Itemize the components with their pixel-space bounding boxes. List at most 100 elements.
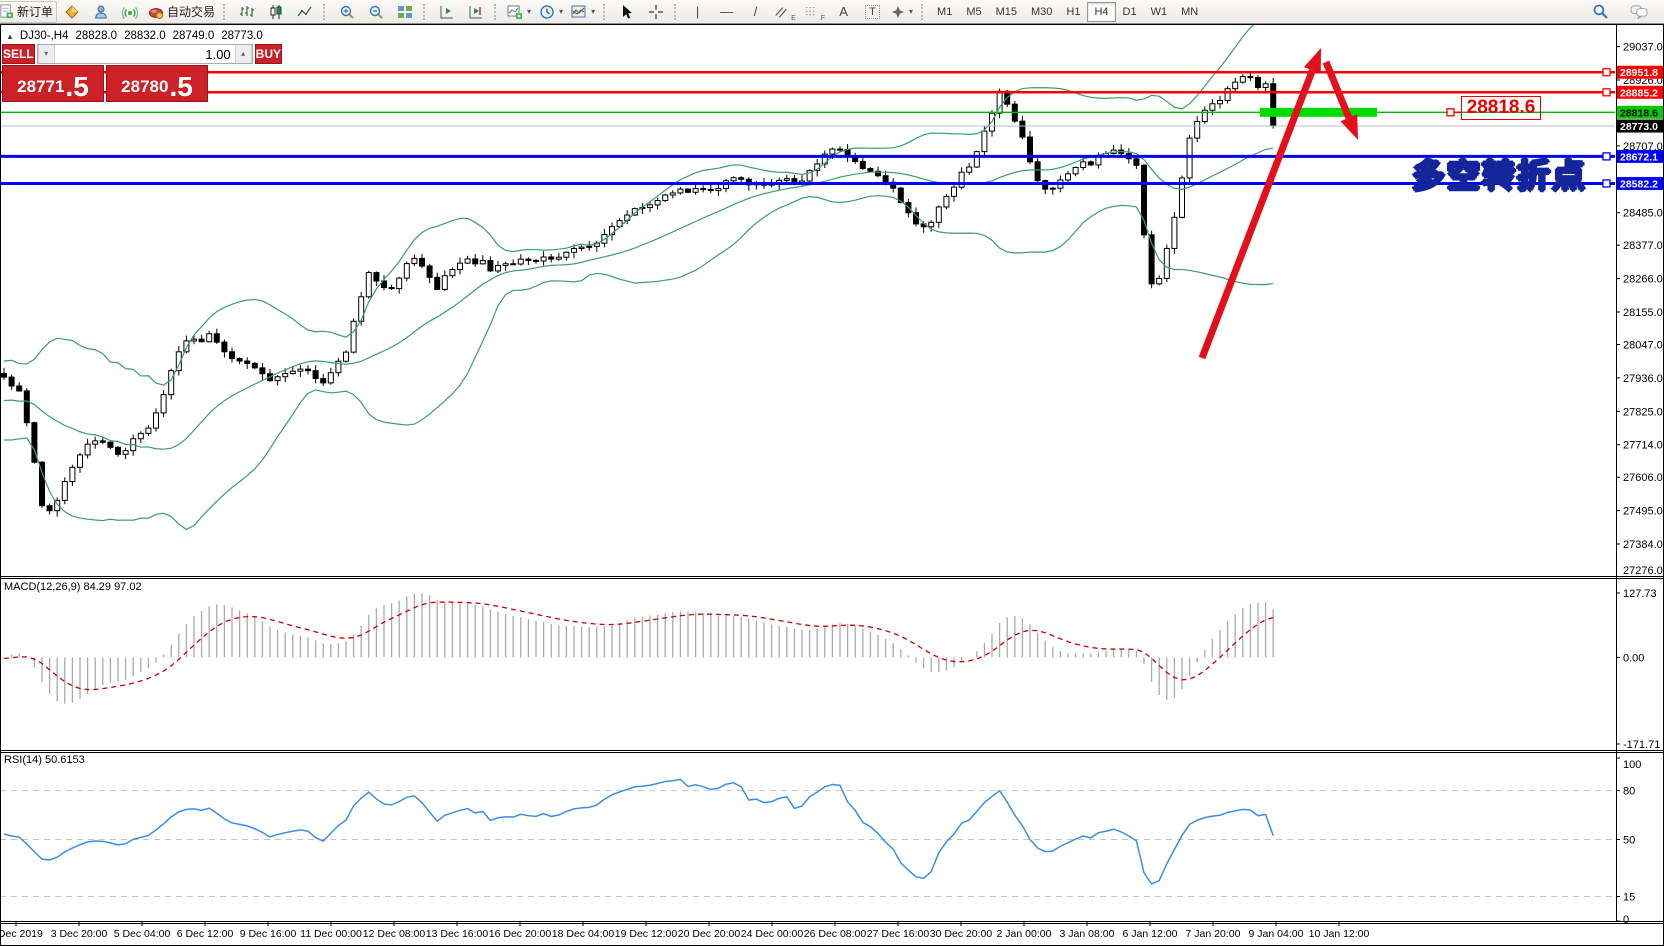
tab-timeframe-m1[interactable]: M1 bbox=[937, 5, 953, 18]
toolbar-grip[interactable] bbox=[494, 3, 500, 20]
new-chart-icon bbox=[507, 5, 523, 19]
svg-text:0: 0 bbox=[1623, 914, 1629, 926]
horizontal-line-icon: — bbox=[720, 4, 734, 19]
support-highlight-bar[interactable] bbox=[1260, 107, 1377, 117]
dropdown-caret: ▾ bbox=[559, 7, 564, 16]
chart-header: ▲ DJ30-,H4 28828.0 28832.0 28749.0 28773… bbox=[6, 30, 263, 42]
bollinger-bands bbox=[3, 25, 1274, 531]
svg-text:0.00: 0.00 bbox=[1623, 652, 1644, 664]
volume-increase-button[interactable]: ▴ bbox=[234, 45, 252, 63]
vertical-line-tool-button[interactable]: | bbox=[683, 1, 712, 23]
toolbar-grip[interactable] bbox=[423, 3, 429, 20]
arrows-tool-button[interactable]: ▾ bbox=[887, 1, 917, 23]
buy-price[interactable]: 28780.5 bbox=[106, 65, 208, 102]
candlestick-chart-button[interactable] bbox=[261, 1, 290, 23]
chart-shift-icon bbox=[440, 5, 453, 18]
tab-timeframe-mn[interactable]: MN bbox=[1181, 5, 1199, 18]
svg-text:28582.2: 28582.2 bbox=[1620, 178, 1658, 190]
svg-text:127.73: 127.73 bbox=[1623, 588, 1657, 600]
collapse-icon[interactable]: ▲ bbox=[6, 31, 14, 41]
toolbar-grip[interactable] bbox=[603, 3, 609, 20]
line-chart-button[interactable] bbox=[290, 1, 319, 23]
svg-text:27384.0: 27384.0 bbox=[1623, 539, 1663, 551]
zoom-out-button[interactable] bbox=[361, 1, 390, 23]
sell-button[interactable]: SELL bbox=[2, 44, 35, 64]
time-axis[interactable]: 2 Dec 2019 3 Dec 20:00 5 Dec 04:00 6 Dec 12… bbox=[0, 922, 1370, 940]
price-axis[interactable]: 29037.028926.028707.028485.028377.028266… bbox=[1616, 42, 1663, 926]
indicators-button[interactable] bbox=[57, 1, 86, 23]
new-order-icon bbox=[0, 4, 14, 19]
svg-text:20 Dec 20:00: 20 Dec 20:00 bbox=[678, 928, 741, 940]
svg-text:2 Jan 00:00: 2 Jan 00:00 bbox=[997, 928, 1052, 940]
bar-chart-button[interactable] bbox=[232, 1, 261, 23]
macd-label: MACD(12,26,9) bbox=[4, 581, 81, 593]
text-label-tool-button[interactable]: T bbox=[858, 1, 887, 23]
market-watch-button[interactable] bbox=[86, 1, 115, 23]
buy-button[interactable]: BUY bbox=[254, 44, 283, 64]
auto-scroll-button[interactable] bbox=[461, 1, 490, 23]
volume-input[interactable] bbox=[54, 45, 235, 63]
chat-button[interactable] bbox=[1625, 1, 1654, 23]
user-icon bbox=[94, 5, 107, 18]
channel-tool-button[interactable]: E bbox=[770, 1, 800, 23]
templates-button[interactable]: ▾ bbox=[567, 1, 599, 23]
cursor-tool-button[interactable] bbox=[612, 1, 641, 23]
trend-arrows[interactable] bbox=[1198, 48, 1358, 360]
svg-text:6 Jan 12:00: 6 Jan 12:00 bbox=[1123, 928, 1178, 940]
chart-shift-button[interactable] bbox=[432, 1, 461, 23]
sell-price-frac: .5 bbox=[65, 71, 89, 102]
text-tool-button[interactable]: A bbox=[829, 1, 858, 23]
tile-windows-button[interactable] bbox=[390, 1, 419, 23]
svg-text:28672.1: 28672.1 bbox=[1620, 151, 1658, 163]
tab-timeframe-h4[interactable]: H4 bbox=[1087, 1, 1116, 22]
toolbar-grip[interactable] bbox=[223, 3, 229, 20]
svg-text:28377.0: 28377.0 bbox=[1623, 240, 1663, 252]
sell-price[interactable]: 28771.5 bbox=[2, 65, 104, 102]
candles bbox=[1, 71, 1277, 517]
rsi-value: 50.6153 bbox=[44, 754, 85, 766]
svg-text:9 Dec 16:00: 9 Dec 16:00 bbox=[240, 928, 297, 940]
text-label-icon: T bbox=[865, 4, 880, 19]
toolbar-grip[interactable] bbox=[921, 3, 927, 20]
trendline-tool-button[interactable]: / bbox=[741, 1, 770, 23]
crosshair-tool-button[interactable] bbox=[641, 1, 670, 23]
auto-trading-button[interactable]: 自动交易 bbox=[144, 1, 219, 23]
sell-price-main: 28771 bbox=[17, 77, 65, 96]
trade-panel-controls: SELL ▾ ▴ BUY bbox=[2, 44, 283, 64]
toolbar-grip[interactable] bbox=[674, 3, 680, 20]
volume-decrease-button[interactable]: ▾ bbox=[37, 45, 55, 63]
svg-text:27714.0: 27714.0 bbox=[1623, 440, 1663, 452]
new-order-button[interactable]: 新订单 bbox=[0, 0, 58, 23]
search-button[interactable] bbox=[1586, 1, 1615, 23]
svg-text:27495.0: 27495.0 bbox=[1623, 506, 1663, 518]
period-button[interactable]: ▾ bbox=[535, 1, 567, 23]
tab-timeframe-m5[interactable]: M5 bbox=[966, 5, 982, 18]
tab-timeframe-m30[interactable]: M30 bbox=[1031, 5, 1053, 18]
toolbar-grip[interactable] bbox=[323, 3, 329, 20]
svg-text:28885.2: 28885.2 bbox=[1620, 87, 1658, 99]
tab-timeframe-h1[interactable]: H1 bbox=[1066, 5, 1081, 18]
svg-text:28047.0: 28047.0 bbox=[1623, 339, 1663, 351]
tab-timeframe-w1[interactable]: W1 bbox=[1150, 5, 1168, 18]
zoom-in-icon bbox=[340, 5, 354, 19]
signal-icon bbox=[121, 6, 138, 19]
template-icon bbox=[571, 5, 586, 17]
new-chart-button[interactable]: ▾ bbox=[503, 1, 535, 23]
fibonacci-tool-button[interactable]: F bbox=[800, 1, 829, 23]
ohlc-high: 28832.0 bbox=[124, 30, 166, 42]
candlestick-chart-icon bbox=[270, 4, 282, 19]
zoom-in-button[interactable] bbox=[332, 1, 361, 23]
svg-text:2 Dec 2019: 2 Dec 2019 bbox=[0, 928, 43, 940]
horizontal-line-tool-button[interactable]: — bbox=[712, 1, 741, 23]
tab-timeframe-d1[interactable]: D1 bbox=[1122, 5, 1137, 18]
trade-panel-prices: 28771.5 28780.5 bbox=[2, 65, 208, 102]
svg-text:27276.0: 27276.0 bbox=[1623, 565, 1663, 577]
line-chart-icon bbox=[296, 6, 312, 16]
signals-button[interactable] bbox=[115, 1, 144, 23]
svg-text:9 Jan 04:00: 9 Jan 04:00 bbox=[1249, 928, 1304, 940]
svg-text:5 Dec 04:00: 5 Dec 04:00 bbox=[114, 928, 171, 940]
svg-text:6 Dec 12:00: 6 Dec 12:00 bbox=[177, 928, 234, 940]
price-line-objects[interactable] bbox=[0, 68, 1616, 188]
tab-timeframe-m15[interactable]: M15 bbox=[995, 5, 1018, 18]
